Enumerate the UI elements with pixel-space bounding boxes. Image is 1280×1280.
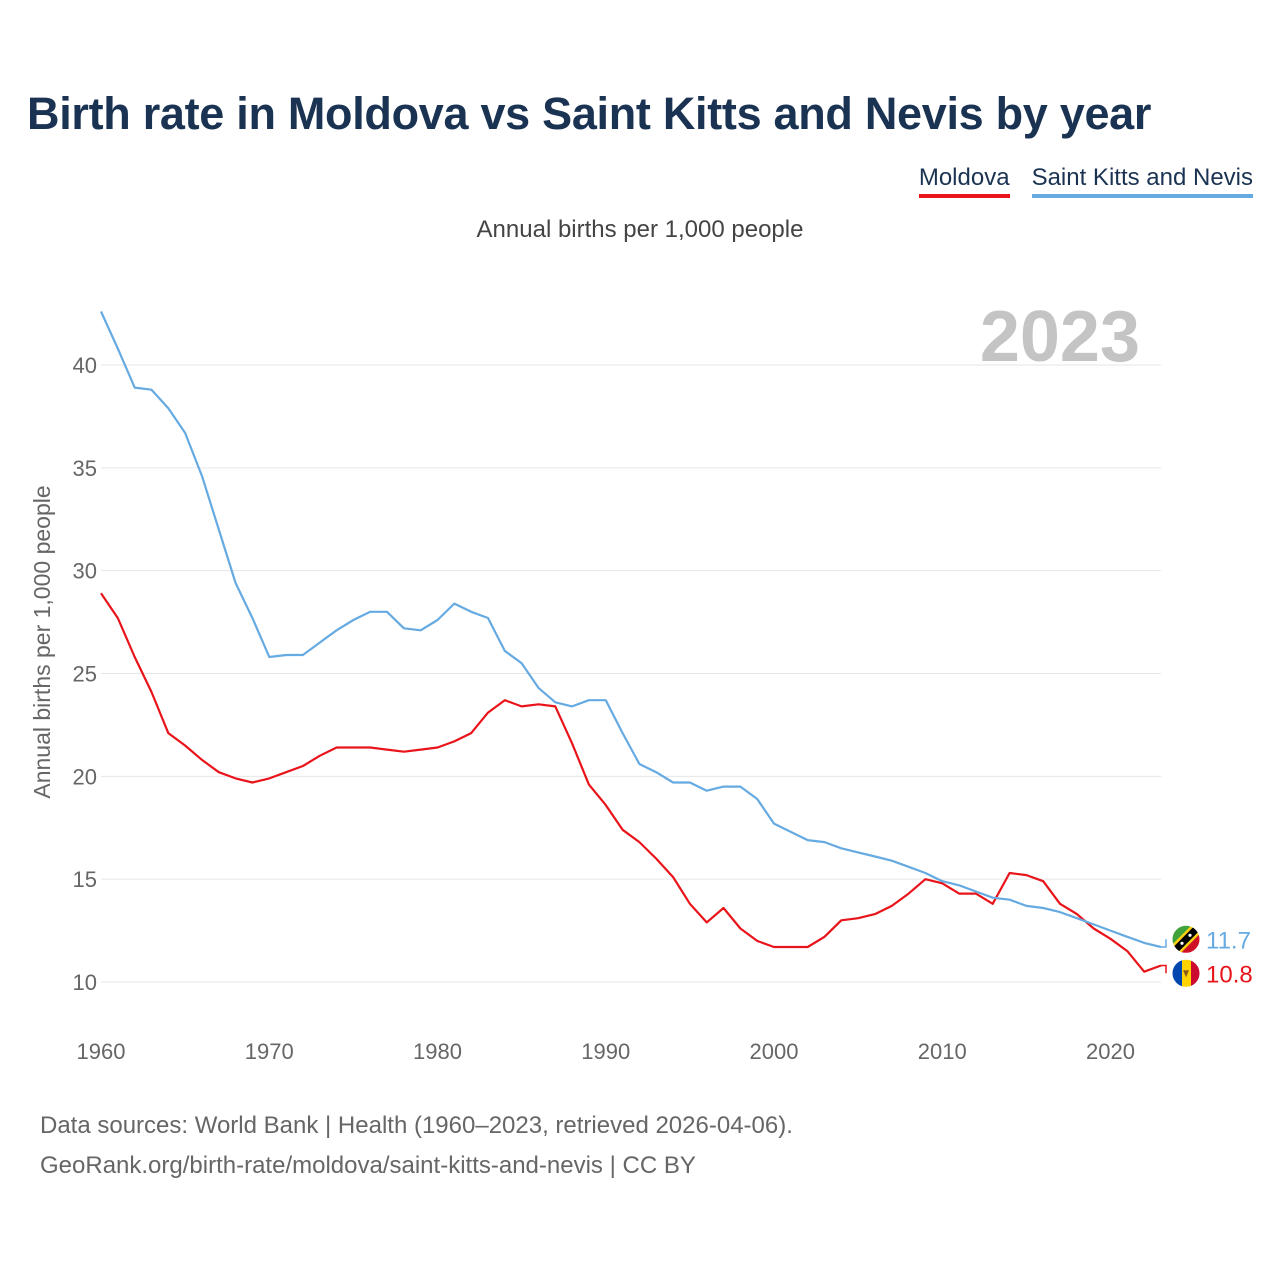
series-line-moldova: [100, 592, 1162, 973]
source-url-text: GeoRank.org/birth-rate/moldova/saint-kit…: [40, 1152, 696, 1179]
x-tick-label-1970: 1970: [245, 1039, 294, 1064]
chart-title: Birth rate in Moldova vs Saint Kitts and…: [27, 88, 1152, 139]
end-connector-moldova: [1161, 964, 1167, 974]
y-tick-label-25: 25: [73, 662, 97, 687]
y-tick-label-15: 15: [73, 867, 97, 892]
series-end-markers: 11.7 10.8: [1161, 924, 1253, 988]
legend-item-saint-kitts-and-nevis[interactable]: Saint Kitts and Nevis: [1031, 164, 1253, 198]
y-tick-label-35: 35: [73, 456, 97, 481]
x-axis-ticks: 1960 1970 1980 1990 2000 2010 2020: [77, 1039, 1135, 1064]
x-tick-label-1980: 1980: [413, 1039, 462, 1064]
y-tick-label-40: 40: [73, 353, 97, 378]
y-axis-ticks: 10 15 20 25 30 35 40: [73, 353, 97, 995]
y-tick-label-30: 30: [73, 559, 97, 584]
flag-icon-saint-kitts-and-nevis: [1171, 924, 1201, 954]
end-connector-saint-kitts-and-nevis: [1161, 939, 1167, 948]
end-value-label-moldova: 10.8: [1206, 961, 1253, 988]
grid-lines: [101, 364, 1161, 983]
chart-subtitle: Annual births per 1,000 people: [476, 216, 804, 243]
x-tick-label-2000: 2000: [750, 1039, 799, 1064]
y-tick-label-10: 10: [73, 970, 97, 995]
x-tick-label-2020: 2020: [1086, 1039, 1135, 1064]
series-lines: [99, 311, 1162, 973]
footer: Data sources: World Bank | Health (1960–…: [40, 1106, 793, 1186]
x-tick-label-1960: 1960: [77, 1039, 126, 1064]
legend-item-moldova[interactable]: Moldova: [918, 164, 1010, 198]
x-tick-label-2010: 2010: [918, 1039, 967, 1064]
data-sources-text: Data sources: World Bank | Health (1960–…: [40, 1112, 793, 1139]
flag-icon-moldova: [1171, 958, 1201, 988]
current-year-label: 2023: [980, 297, 1140, 377]
y-axis-label: Annual births per 1,000 people: [29, 485, 55, 798]
y-tick-label-20: 20: [73, 764, 97, 789]
legend: Moldova Saint Kitts and Nevis: [918, 164, 1253, 198]
x-tick-label-1990: 1990: [581, 1039, 630, 1064]
series-line-saint-kitts-and-nevis: [99, 311, 1162, 949]
end-value-label-saint-kitts-and-nevis: 11.7: [1206, 927, 1251, 954]
